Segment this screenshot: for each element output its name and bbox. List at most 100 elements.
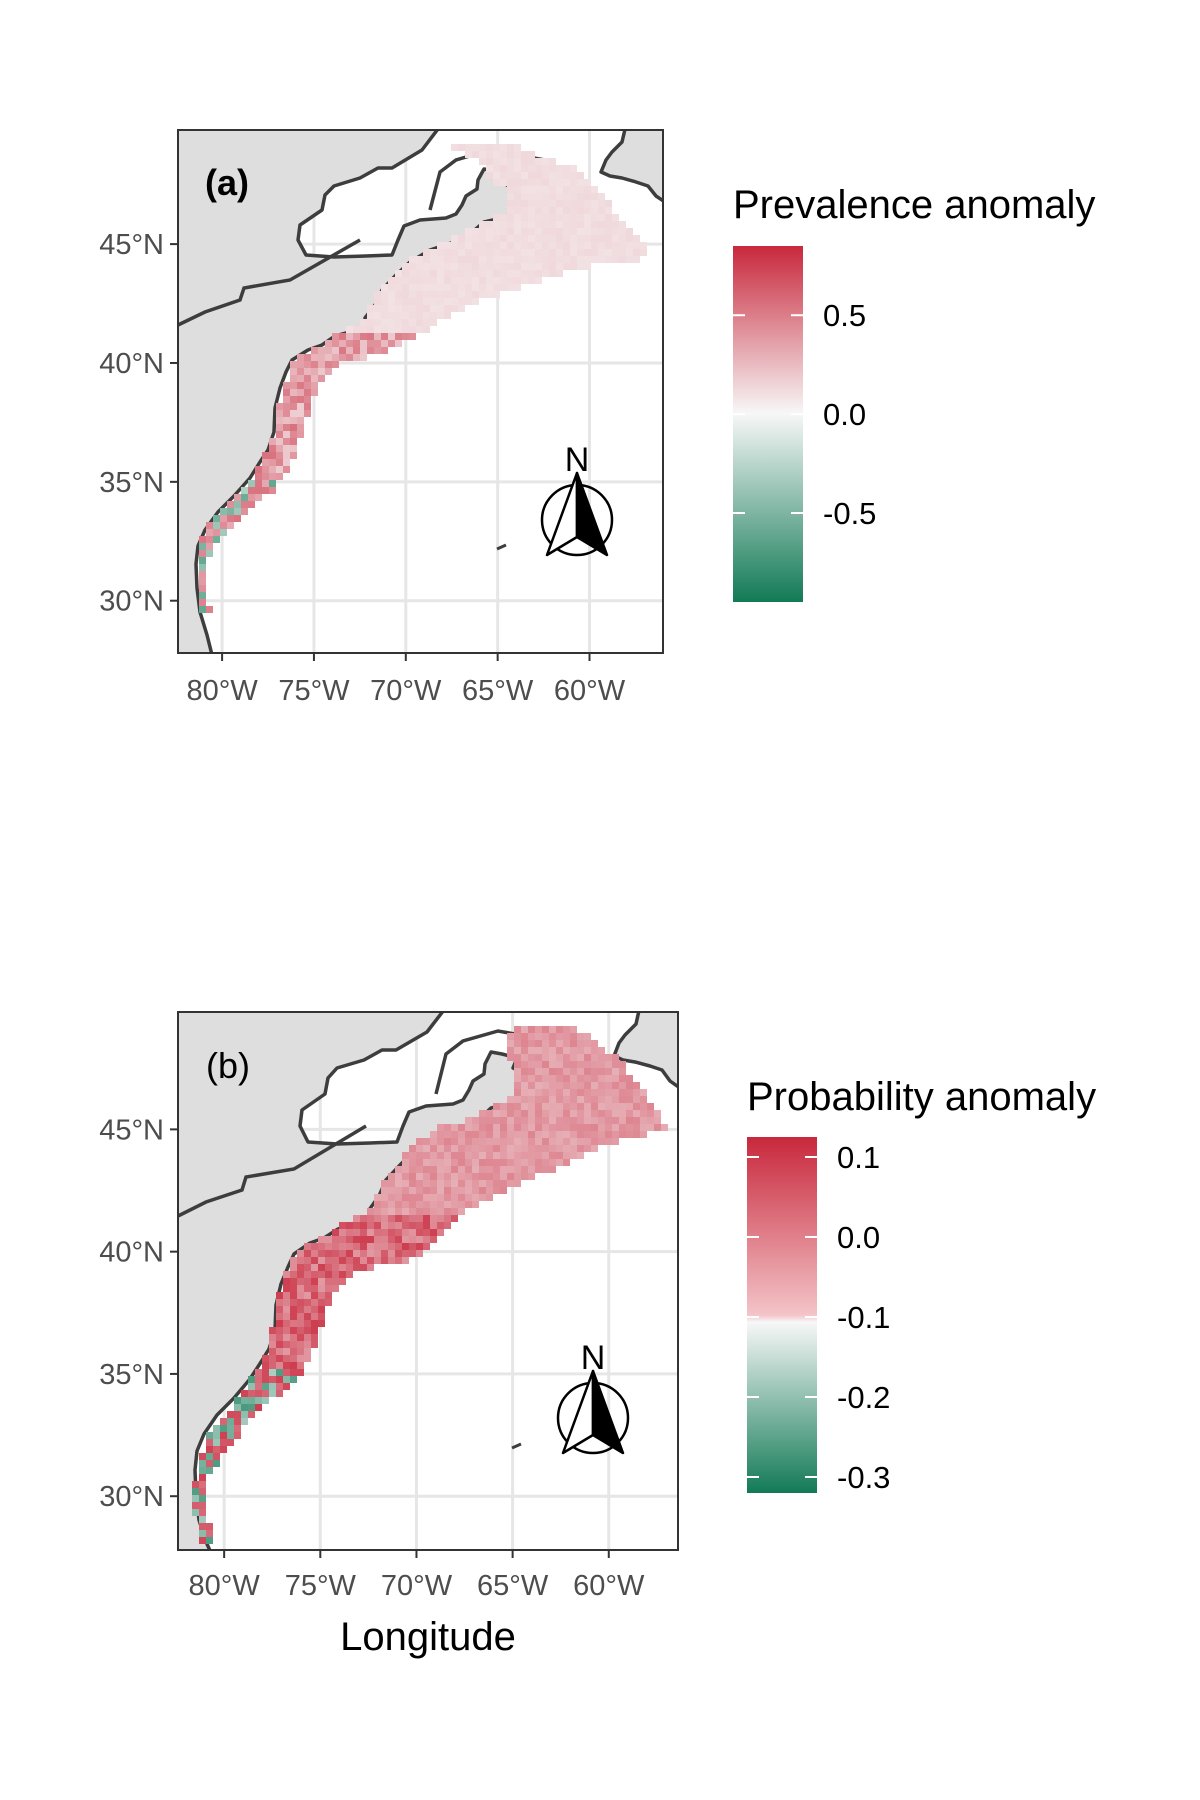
anomaly-cell	[192, 1488, 199, 1495]
anomaly-cell	[304, 1327, 311, 1334]
anomaly-cell	[199, 1460, 206, 1467]
anomaly-cell	[626, 235, 633, 242]
anomaly-cell	[577, 235, 584, 242]
anomaly-cell	[465, 1145, 472, 1152]
anomaly-cell	[591, 200, 598, 207]
anomaly-cell	[605, 1082, 612, 1089]
anomaly-cell	[297, 410, 304, 417]
anomaly-cell	[269, 1327, 276, 1334]
anomaly-cell	[339, 1257, 346, 1264]
anomaly-cell	[514, 1054, 521, 1061]
anomaly-cell	[290, 1278, 297, 1285]
anomaly-cell	[563, 1026, 570, 1033]
anomaly-cell	[332, 361, 339, 368]
anomaly-cell	[542, 172, 549, 179]
anomaly-cell	[584, 1124, 591, 1131]
anomaly-cell	[535, 186, 542, 193]
anomaly-cell	[528, 1026, 535, 1033]
anomaly-cell	[556, 1096, 563, 1103]
anomaly-cell	[297, 1292, 304, 1299]
anomaly-cell	[584, 1089, 591, 1096]
anomaly-cell	[283, 1334, 290, 1341]
anomaly-cell	[409, 1187, 416, 1194]
anomaly-cell	[402, 298, 409, 305]
anomaly-cell	[535, 207, 542, 214]
anomaly-cell	[318, 375, 325, 382]
anomaly-cell	[262, 473, 269, 480]
anomaly-cell	[507, 1096, 514, 1103]
anomaly-cell	[577, 214, 584, 221]
anomaly-cell	[654, 1124, 661, 1131]
anomaly-cell	[556, 1138, 563, 1145]
anomaly-cell	[206, 1537, 213, 1544]
anomaly-cell	[444, 242, 451, 249]
anomaly-cell	[563, 235, 570, 242]
anomaly-cell	[402, 1173, 409, 1180]
anomaly-cell	[360, 319, 367, 326]
anomaly-cell	[297, 1313, 304, 1320]
anomaly-cell	[577, 1054, 584, 1061]
anomaly-cell	[514, 1033, 521, 1040]
anomaly-cell	[227, 508, 234, 515]
lat-tick-label: 45°N	[99, 1114, 164, 1146]
anomaly-cell	[591, 1124, 598, 1131]
anomaly-cell	[395, 319, 402, 326]
anomaly-cell	[381, 312, 388, 319]
anomaly-cell	[535, 1075, 542, 1082]
anomaly-cell	[220, 1432, 227, 1439]
anomaly-cell	[584, 1068, 591, 1075]
anomaly-cell	[493, 165, 500, 172]
anomaly-cell	[626, 1117, 633, 1124]
anomaly-cell	[493, 263, 500, 270]
anomaly-cell	[437, 1152, 444, 1159]
anomaly-cell	[493, 256, 500, 263]
anomaly-cell	[563, 1068, 570, 1075]
anomaly-cell	[472, 1117, 479, 1124]
anomaly-cell	[626, 1124, 633, 1131]
anomaly-cell	[507, 1117, 514, 1124]
anomaly-cell	[234, 1397, 241, 1404]
anomaly-cell	[493, 284, 500, 291]
anomaly-cell	[598, 1117, 605, 1124]
anomaly-cell	[486, 1110, 493, 1117]
anomaly-cell	[528, 221, 535, 228]
anomaly-cell	[528, 1103, 535, 1110]
anomaly-cell	[507, 235, 514, 242]
anomaly-cell	[311, 1250, 318, 1257]
anomaly-cell	[199, 571, 206, 578]
anomaly-cell	[346, 333, 353, 340]
anomaly-cell	[535, 1061, 542, 1068]
island-sable-b	[511, 1442, 522, 1450]
anomaly-cell	[549, 1152, 556, 1159]
anomaly-cell	[416, 291, 423, 298]
anomaly-cell	[591, 207, 598, 214]
anomaly-cell	[388, 1222, 395, 1229]
anomaly-cell	[290, 375, 297, 382]
anomaly-cell	[241, 1404, 248, 1411]
anomaly-cell	[388, 291, 395, 298]
anomaly-cell	[423, 1208, 430, 1215]
anomaly-cell	[311, 1334, 318, 1341]
anomaly-cell	[199, 606, 206, 613]
anomaly-cell	[535, 1145, 542, 1152]
anomaly-cell	[332, 354, 339, 361]
anomaly-cell	[556, 228, 563, 235]
anomaly-cell	[339, 1236, 346, 1243]
anomaly-cell	[451, 256, 458, 263]
anomaly-cell	[514, 186, 521, 193]
anomaly-cell	[437, 242, 444, 249]
anomaly-cell	[255, 1383, 262, 1390]
anomaly-cell	[269, 445, 276, 452]
anomaly-cell	[479, 270, 486, 277]
anomaly-cell	[290, 396, 297, 403]
anomaly-cell	[199, 1453, 206, 1460]
anomaly-cell	[528, 270, 535, 277]
legend-label: 0.5	[823, 298, 866, 333]
anomaly-cell	[577, 207, 584, 214]
anomaly-cell	[381, 1250, 388, 1257]
anomaly-cell	[521, 249, 528, 256]
anomaly-cell	[479, 235, 486, 242]
anomaly-cell	[444, 312, 451, 319]
anomaly-cell	[605, 235, 612, 242]
anomaly-cell	[507, 151, 514, 158]
